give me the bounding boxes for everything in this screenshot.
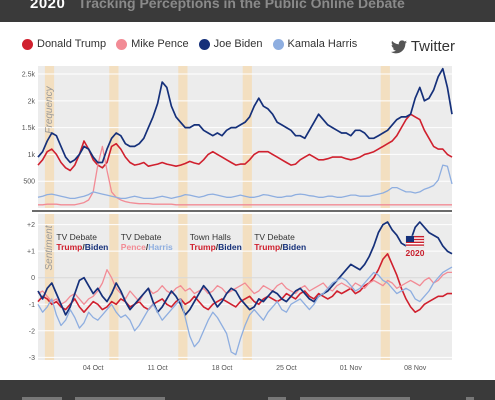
freq-axis-title: Frequency [44,85,55,133]
legend-item-pence[interactable]: Mike Pence [116,38,189,50]
legend-label-biden: Joe Biden [213,38,263,50]
legend-swatch-harris [272,38,284,50]
legend-swatch-trump [22,38,33,50]
sent-tick-label: +1 [27,249,35,256]
sent-tick-label: 0 [31,275,35,282]
flag-stripe [406,238,424,241]
flag-canton [406,236,414,242]
footer-dash-1 [22,397,62,400]
legend-item-biden[interactable]: Joe Biden [198,38,263,50]
x-tick-label: 18 Oct [212,365,233,372]
legend-swatch-pence [116,38,128,50]
sent-series-joe-biden [37,221,453,316]
sent-tick-label: -2 [29,328,35,335]
freq-tick-label: 1.5k [22,125,36,132]
freq-tick-label: 500 [23,179,35,186]
sent-axis-title: Sentiment [44,224,55,270]
x-tick-label: 25 Oct [276,365,297,372]
event-annotation-names: Trump/Biden [56,242,108,252]
flag-stripe [406,241,424,243]
sent-tick-label: -1 [29,302,35,309]
sent-series-donald-trump [37,253,452,314]
freq-series-donald-trump [37,113,453,172]
event-annotation-names: Trump/Biden [254,242,306,252]
header-bar: 2020 Tracking Perceptions in the Public … [0,0,495,22]
freq-series-kamala-harris [37,164,453,200]
freq-tick-label: 2.5k [22,72,36,79]
legend-item-trump[interactable]: Donald Trump [22,38,106,50]
flag-stripe [406,244,424,246]
legend-swatch-biden [198,38,210,50]
platform-badge: Twitter [390,38,455,55]
chart-panel: Donald Trump Mike Pence Joe Biden Kamala… [0,22,495,380]
legend: Donald Trump Mike Pence Joe Biden Kamala… [0,34,367,54]
legend-label-harris: Kamala Harris [287,38,358,50]
sent-series-mike-pence [37,269,452,305]
sent-series-kamala-harris [37,266,453,356]
x-tick-label: 11 Oct [148,365,168,372]
header-year: 2020 [30,0,66,12]
x-tick-label: 08 Nov [404,365,427,372]
event-annotation-names: Pence/Harris [121,242,173,252]
footer-dash-3 [268,397,286,400]
sent-tick-label: -3 [29,355,35,362]
x-tick-label: 01 Nov [340,365,363,372]
event-annotation-title: Town Halls [190,232,231,242]
legend-label-pence: Mike Pence [131,38,189,50]
freq-series-joe-biden [37,67,453,164]
flag-badge-year: 2020 [406,248,425,258]
footer-bar [0,380,495,400]
footer-dash-4 [300,397,410,400]
legend-item-harris[interactable]: Kamala Harris [272,38,358,50]
freq-tick-label: 2k [28,98,36,105]
event-annotation-names: Trump/Biden [190,242,242,252]
platform-label: Twitter [410,38,455,55]
footer-dash-5 [466,397,474,400]
event-annotation-title: TV Debate [254,232,295,242]
event-annotation-title: TV Debate [121,232,162,242]
flag-stripe [406,236,424,238]
footer-dash-2 [75,397,165,400]
chart-area: 500 1k 1.5k 2k 2.5k +2 +1 0 -1 -2 -3 04 Oct 11 Oct 18… [22,66,453,372]
event-annotation-title: TV Debate [56,232,97,242]
legend-label-trump: Donald Trump [37,38,107,50]
sent-tick-label: +2 [27,222,35,229]
freq-tick-label: 1k [28,152,36,159]
header-title: Tracking Perceptions in the Public Onlin… [78,0,405,11]
freq-series-mike-pence [38,145,452,206]
twitter-bird-icon [390,39,407,53]
x-tick-label: 04 Oct [83,365,104,372]
